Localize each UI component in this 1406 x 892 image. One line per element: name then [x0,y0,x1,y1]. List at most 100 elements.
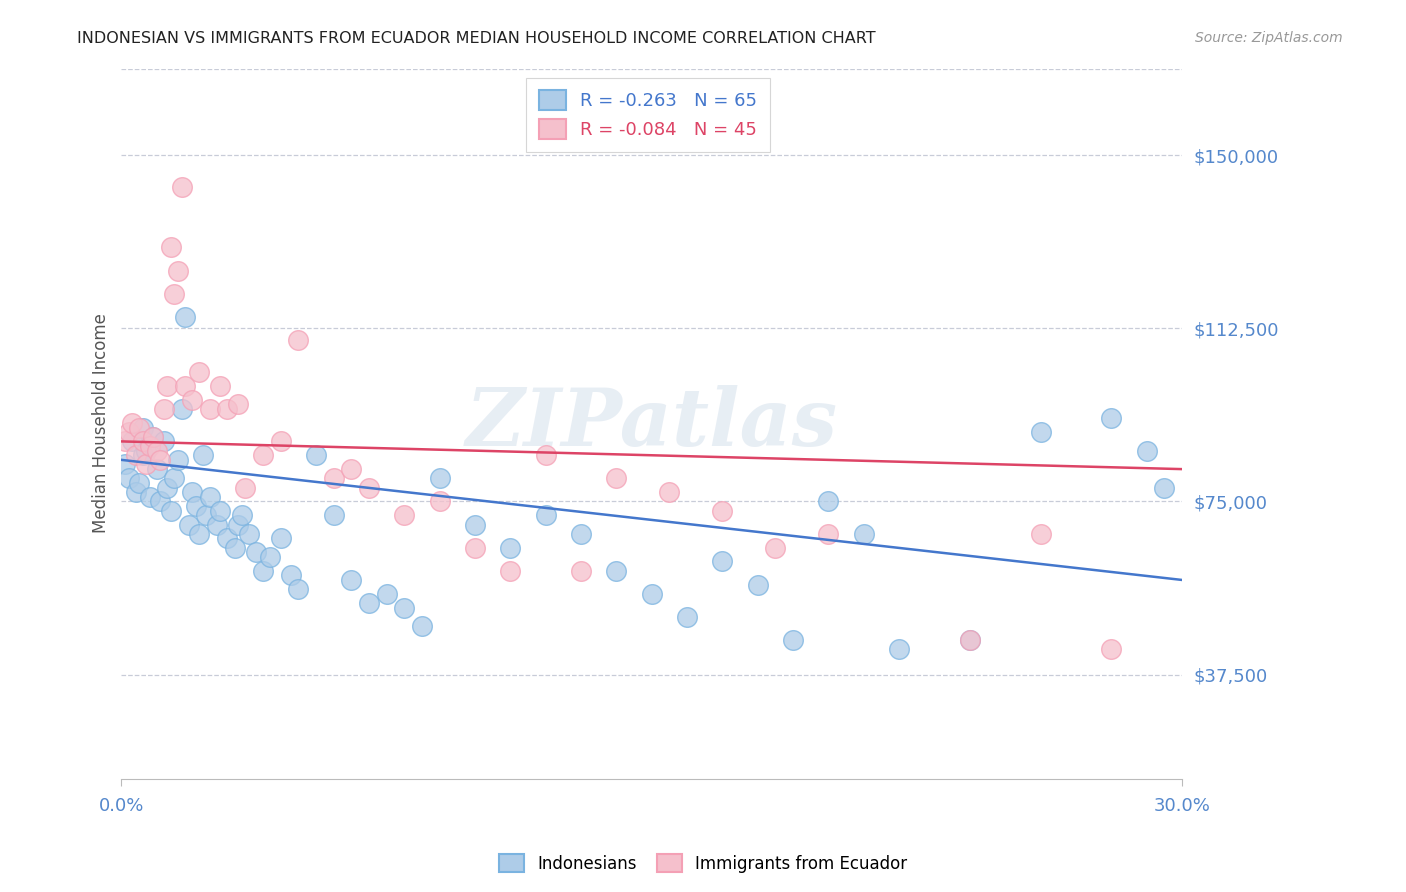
Point [305,448,328,462]
Point [209,504,232,518]
Point [322,508,344,523]
Point [135,443,157,458]
Point [1029,526,1052,541]
Point [226,517,249,532]
Point [852,526,875,541]
Point [156,379,179,393]
Point [124,485,146,500]
Point [569,526,592,541]
Point [124,448,146,462]
Point [117,425,139,439]
Point [170,402,193,417]
Point [817,494,839,508]
Point [142,430,165,444]
Point [280,568,302,582]
Point [499,564,522,578]
Point [191,448,214,462]
Point [747,577,769,591]
Point [128,475,150,490]
Point [676,610,699,624]
Point [131,434,153,449]
Point [605,471,627,485]
Point [464,517,486,532]
Point [146,462,169,476]
Point [188,526,211,541]
Text: Source: ZipAtlas.com: Source: ZipAtlas.com [1195,31,1343,45]
Point [226,397,249,411]
Point [605,564,627,578]
Point [499,541,522,555]
Point [209,379,232,393]
Point [160,504,183,518]
Point [149,494,172,508]
Point [198,490,221,504]
Point [464,541,486,555]
Point [238,526,260,541]
Legend: R = -0.263   N = 65, R = -0.084   N = 45: R = -0.263 N = 65, R = -0.084 N = 45 [526,78,770,152]
Point [167,453,190,467]
Point [1099,642,1122,657]
Point [394,600,416,615]
Point [375,587,398,601]
Y-axis label: Median Household Income: Median Household Income [93,314,110,533]
Point [959,632,981,647]
Point [217,532,239,546]
Point [270,434,292,449]
Point [138,439,160,453]
Point [534,508,557,523]
Point [1099,411,1122,425]
Legend: Indonesians, Immigrants from Ecuador: Indonesians, Immigrants from Ecuador [492,847,914,880]
Point [163,471,186,485]
Point [181,392,204,407]
Point [177,517,200,532]
Point [534,448,557,462]
Point [167,263,190,277]
Point [138,490,160,504]
Point [188,365,211,379]
Point [181,485,204,500]
Point [711,554,734,568]
Point [658,485,681,500]
Point [782,632,804,647]
Point [156,481,179,495]
Point [252,448,274,462]
Point [224,541,246,555]
Point [711,504,734,518]
Point [259,549,281,564]
Point [131,420,153,434]
Point [411,619,433,633]
Point [233,481,256,495]
Point [429,471,451,485]
Point [357,481,380,495]
Point [160,240,183,254]
Point [217,402,239,417]
Point [114,458,136,472]
Point [149,453,172,467]
Point [231,508,253,523]
Point [287,333,309,347]
Point [163,286,186,301]
Point [128,420,150,434]
Point [114,434,136,449]
Point [357,596,380,610]
Point [135,458,157,472]
Point [817,526,839,541]
Point [117,471,139,485]
Point [763,541,786,555]
Point [252,564,274,578]
Point [245,545,267,559]
Point [1135,443,1157,458]
Point [1153,481,1175,495]
Point [121,416,143,430]
Point [1029,425,1052,439]
Point [394,508,416,523]
Point [287,582,309,597]
Point [131,448,153,462]
Text: ZIPatlas: ZIPatlas [465,384,838,462]
Point [887,642,910,657]
Point [198,402,221,417]
Point [170,180,193,194]
Point [121,434,143,449]
Point [184,499,207,513]
Point [174,379,197,393]
